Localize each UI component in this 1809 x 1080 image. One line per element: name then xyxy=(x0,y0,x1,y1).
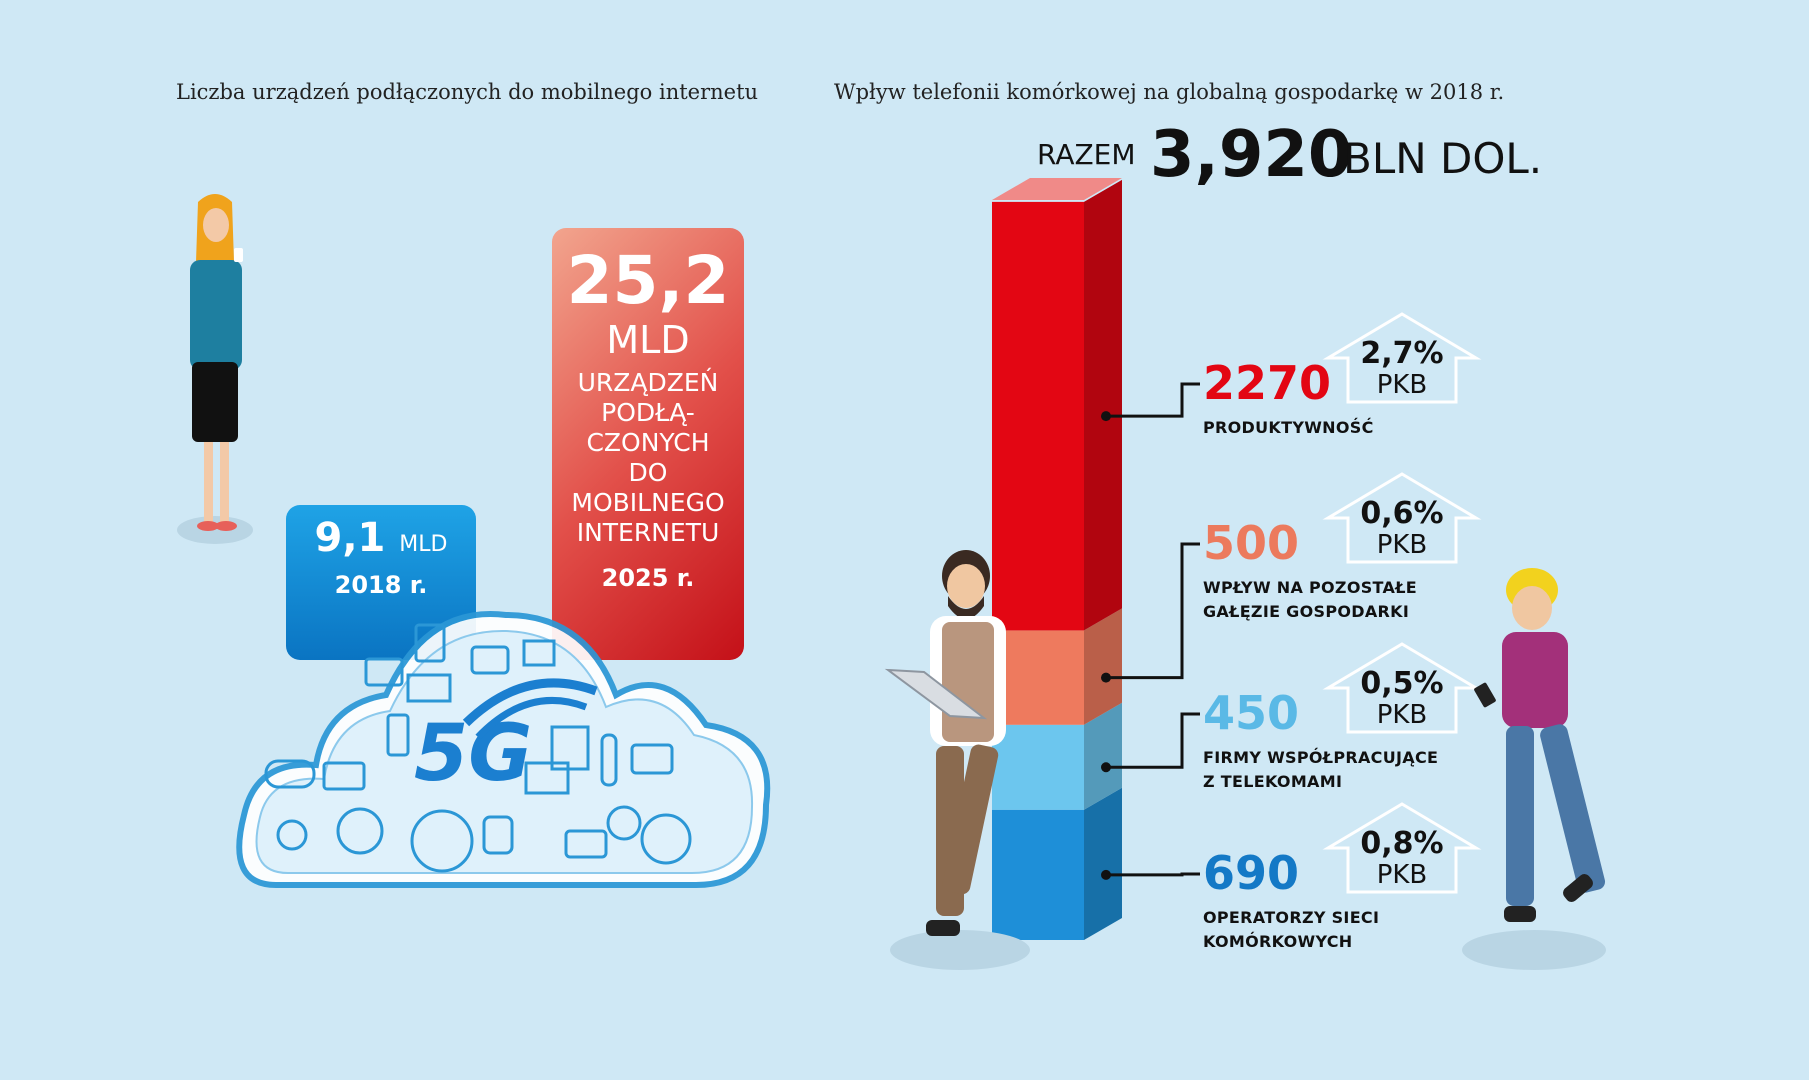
segment-value-3: 2270 xyxy=(1203,356,1332,410)
pkb-up-arrow-icon xyxy=(1322,472,1482,564)
pkb-label-2: PKB xyxy=(1376,530,1428,560)
devices-2018-unit: MLD xyxy=(399,532,448,557)
stacked-economic-impact-bar xyxy=(992,178,1122,940)
usb-stick-icon xyxy=(600,733,618,787)
connector-lines xyxy=(1101,382,1200,880)
pkb-arrow-outline xyxy=(1322,312,1482,404)
connector-line-0 xyxy=(1106,872,1200,877)
total-value: 3,920 xyxy=(1150,118,1353,192)
building-icon xyxy=(550,725,590,771)
segment-label-line: OPERATORZY SIECI xyxy=(1203,908,1380,927)
segment-value-2: 500 xyxy=(1203,516,1300,570)
segment-label-0: OPERATORZY SIECI KOMÓRKOWYCH xyxy=(1203,906,1379,954)
segment-label-line: GAŁĘZIE GOSPODARKI xyxy=(1203,602,1410,621)
printer-icon xyxy=(522,639,556,667)
walking-man-with-phone-illustration xyxy=(1462,568,1606,970)
bar-segment-front-1 xyxy=(992,724,1084,810)
right-chart-title: Wpływ telefonii komórkowej na globalną g… xyxy=(834,80,1505,104)
segment-label-line: KOMÓRKOWYCH xyxy=(1203,932,1353,951)
segment-label-line: Z TELEKOMAMI xyxy=(1203,772,1343,791)
devices-2025-year: 2025 r. xyxy=(601,564,695,592)
total-unit: BLN DOL. xyxy=(1343,134,1543,183)
pkb-arrow-outline xyxy=(1322,642,1482,734)
smartphone-icon xyxy=(386,713,410,757)
house-icon xyxy=(524,761,570,795)
smartwatch-icon xyxy=(482,815,514,855)
bar-segment-front-2 xyxy=(992,630,1084,725)
luggage-icon xyxy=(414,623,446,663)
pkb-arrow-outline xyxy=(1322,802,1482,894)
pkb-up-arrow-icon xyxy=(1322,312,1482,404)
bar-segment-side-1 xyxy=(1084,702,1122,810)
segment-label-line: WPŁYW NA POZOSTAŁE xyxy=(1203,578,1418,597)
bar-segment-front-3 xyxy=(992,201,1084,631)
devices-2018-value: 9,1 MLD xyxy=(286,515,476,561)
gamepad-icon xyxy=(264,759,316,789)
left-chart-title: Liczba urządzeń podłączonych do mobilneg… xyxy=(176,80,759,104)
coffee-machine-icon xyxy=(336,807,384,855)
pkb-arrow-outline xyxy=(1322,472,1482,564)
connector-line-3 xyxy=(1106,382,1200,418)
cloud-icon xyxy=(470,645,510,675)
segment-label-2: WPŁYW NA POZOSTAŁE GAŁĘZIE GOSPODARKI xyxy=(1203,576,1417,624)
camera-icon xyxy=(630,743,674,775)
5g-badge: 5G xyxy=(414,709,532,799)
segment-value-0: 690 xyxy=(1203,846,1300,900)
bar-segment-side-3 xyxy=(1084,179,1122,631)
wallet-icon xyxy=(364,657,404,687)
total-label: RAZEM xyxy=(1037,138,1136,171)
devices-2018-year: 2018 r. xyxy=(334,571,428,599)
radio-icon xyxy=(322,761,366,791)
devices-2025-value: 25,2 xyxy=(566,242,730,319)
iot-cloud-illustration: 5G xyxy=(236,611,771,888)
pkb-percent-1: 0,5% xyxy=(1360,666,1444,701)
pkb-up-arrow-icon xyxy=(1322,802,1482,894)
devices-2025-unit: MLD xyxy=(606,318,690,362)
pkb-percent-2: 0,6% xyxy=(1360,496,1444,531)
bar-segment-side-2 xyxy=(1084,608,1122,725)
connector-line-1 xyxy=(1106,712,1200,769)
globe-icon xyxy=(640,813,692,865)
devices-2018-number: 9,1 xyxy=(314,515,386,561)
truck-icon xyxy=(406,673,452,703)
man-with-laptop-illustration xyxy=(884,550,1030,970)
bar-segment-side-0 xyxy=(1084,787,1122,940)
devices-2025-box: 25,2 MLD URZĄDZEŃ PODŁĄ- CZONYCH DO MOBI… xyxy=(552,228,744,660)
segment-label-line: FIRMY WSPÓŁPRACUJĄCE xyxy=(1203,748,1439,767)
pkb-label-3: PKB xyxy=(1376,370,1428,400)
segment-value-1: 450 xyxy=(1203,686,1300,740)
pkb-label-1: PKB xyxy=(1376,700,1428,730)
pkb-percent-0: 0,8% xyxy=(1360,826,1444,861)
wifi-icon xyxy=(410,809,474,873)
pkb-percent-3: 2,7% xyxy=(1360,336,1444,371)
connector-line-2 xyxy=(1106,542,1200,680)
microscope-icon xyxy=(276,819,308,851)
camera-icon xyxy=(564,829,608,859)
pkb-up-arrow-icon xyxy=(1322,642,1482,734)
pkb-label-0: PKB xyxy=(1376,860,1428,890)
woman-figure-illustration xyxy=(177,194,253,544)
devices-2025-description: URZĄDZEŃ PODŁĄ- CZONYCH DO MOBILNEGO INT… xyxy=(571,368,725,547)
segment-label-line: PRODUKTYWNOŚĆ xyxy=(1203,418,1374,437)
bar-top-face xyxy=(992,178,1122,200)
segment-label-1: FIRMY WSPÓŁPRACUJĄCE Z TELEKOMAMI xyxy=(1203,746,1438,794)
lightbulb-icon xyxy=(606,805,642,841)
segment-label-3: PRODUKTYWNOŚĆ xyxy=(1203,416,1374,440)
bar-segment-front-0 xyxy=(992,809,1084,940)
